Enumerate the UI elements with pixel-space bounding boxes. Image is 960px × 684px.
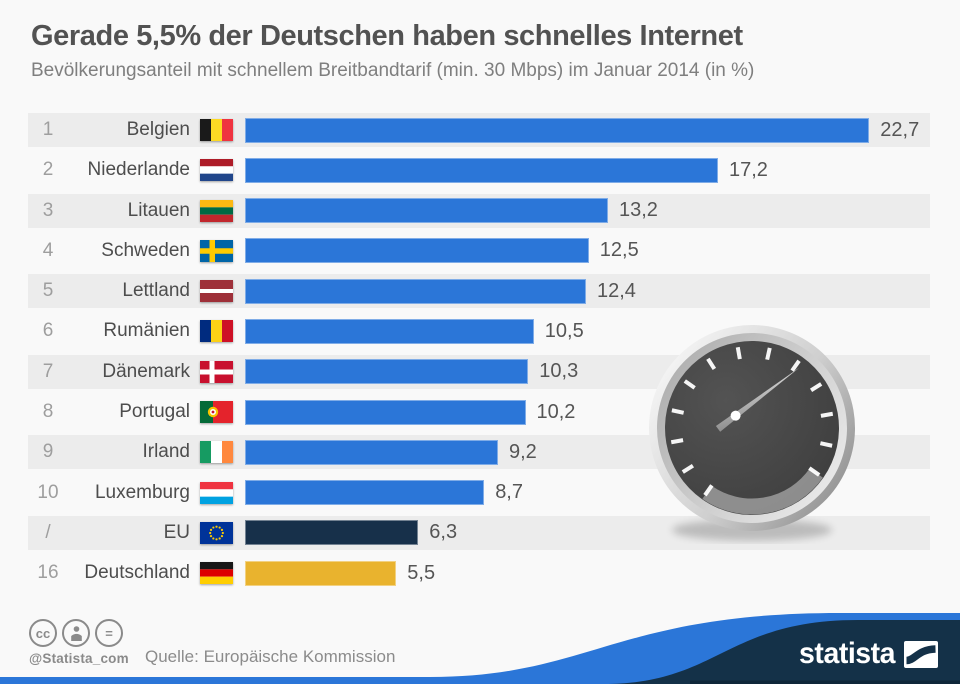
value-bar <box>245 117 870 143</box>
country-label: Niederlande <box>87 159 190 181</box>
rank-label: 9 <box>42 441 54 463</box>
rank-label: 16 <box>37 562 59 584</box>
bar-zone: 10,5 <box>245 318 930 344</box>
flag-ireland-icon <box>200 441 233 464</box>
chart-header: Gerade 5,5% der Deutschen haben schnelle… <box>31 20 754 82</box>
table-row: 1 Belgien 22,7 <box>28 113 930 147</box>
value-bar <box>245 480 485 506</box>
gauge-center-dot <box>730 410 741 421</box>
value-bar <box>245 198 608 224</box>
value-label: 10,3 <box>539 360 579 383</box>
value-bar <box>245 399 526 425</box>
value-label: 12,5 <box>599 239 639 262</box>
bar-zone: 8,7 <box>245 480 930 506</box>
footer-wave <box>0 613 960 684</box>
rank-label: 3 <box>42 199 54 221</box>
bar-zone: 12,4 <box>245 278 930 304</box>
value-bar <box>245 318 534 344</box>
country-label: Rumänien <box>103 320 190 342</box>
flag-portugal-icon <box>200 401 233 424</box>
statista-logo-text: statista <box>799 637 895 670</box>
flag-luxembourg-icon <box>200 481 233 504</box>
speedometer-icon <box>649 325 855 541</box>
statista-logo[interactable]: statista <box>794 637 938 671</box>
bar-zone: 5,5 <box>245 560 930 586</box>
page-title: Gerade 5,5% der Deutschen haben schnelle… <box>31 20 743 52</box>
value-label: 17,2 <box>729 158 768 181</box>
value-bar <box>245 278 586 304</box>
value-label: 5,5 <box>407 561 436 584</box>
statista-handle[interactable]: @Statista_com <box>29 651 129 666</box>
value-label: 22,7 <box>880 118 920 141</box>
bar-zone: 17,2 <box>245 157 930 183</box>
flag-belgium-icon <box>200 119 233 141</box>
flag-eu-icon <box>200 521 233 544</box>
country-label: Litauen <box>127 199 190 221</box>
flag-lithuania-icon <box>200 199 233 222</box>
cc-license-badges[interactable]: cc = <box>29 619 123 647</box>
value-bar <box>245 439 498 465</box>
page-subtitle: Bevölkerungsanteil mit schnellem Breitba… <box>31 60 755 81</box>
value-label: 10,2 <box>536 400 576 423</box>
rank-label: 7 <box>42 360 54 382</box>
flag-romania-icon <box>200 320 233 343</box>
rank-label: 4 <box>42 239 54 261</box>
table-row: 10 Luxemburg 8,7 <box>28 476 930 510</box>
gauge-ticks <box>670 346 834 497</box>
bar-zone: 9,2 <box>245 439 930 465</box>
flag-sweden-icon <box>200 239 233 262</box>
country-label: Belgien <box>126 119 190 140</box>
country-label: Luxemburg <box>94 481 190 503</box>
bar-zone: 6,3 <box>245 520 930 546</box>
rank-label: 1 <box>42 119 54 140</box>
value-label: 9,2 <box>509 440 537 463</box>
country-label: Portugal <box>119 401 190 423</box>
country-label: Schweden <box>101 239 190 261</box>
country-label: Lettland <box>122 280 190 302</box>
value-label: 10,5 <box>544 319 584 342</box>
attribution-person-icon[interactable] <box>62 619 90 647</box>
value-label: 13,2 <box>619 199 658 222</box>
table-row: 4 Schweden 12,5 <box>28 234 930 268</box>
rank-label: 8 <box>42 401 54 423</box>
value-label: 12,4 <box>597 279 636 302</box>
value-bar <box>245 520 419 546</box>
rank-label: 5 <box>42 280 54 302</box>
value-bar <box>245 359 529 385</box>
country-label: Dänemark <box>102 360 190 382</box>
table-row: 8 Portugal 10,2 <box>28 395 930 429</box>
flag-netherlands-icon <box>200 159 233 182</box>
rank-label: / <box>45 521 51 543</box>
value-bar <box>245 157 718 183</box>
bar-zone: 10,2 <box>245 399 930 425</box>
country-label: Irland <box>142 441 190 463</box>
source-note: Quelle: Europäische Kommission <box>145 647 396 666</box>
flag-denmark-icon <box>200 360 233 383</box>
bar-zone: 12,5 <box>245 238 930 264</box>
table-row: 6 Rumänien 10,5 <box>28 314 930 348</box>
table-row: 2 Niederlande 17,2 <box>28 153 930 187</box>
bar-zone: 10,3 <box>245 359 930 385</box>
table-row: 16 Deutschland 5,5 <box>28 556 930 590</box>
cc-icon[interactable]: cc <box>29 619 57 647</box>
value-label: 8,7 <box>495 481 523 504</box>
value-bar <box>245 560 397 586</box>
table-row: 5 Lettland 12,4 <box>28 274 930 309</box>
value-label: 6,3 <box>429 521 458 544</box>
bar-zone: 13,2 <box>245 198 930 224</box>
table-row: 3 Litauen 13,2 <box>28 193 930 228</box>
flag-germany-icon <box>200 562 233 585</box>
rank-label: 2 <box>42 159 54 181</box>
value-bar <box>245 238 589 264</box>
no-derivatives-icon[interactable]: = <box>95 619 123 647</box>
country-label: Deutschland <box>84 562 190 584</box>
rank-label: 10 <box>37 481 59 503</box>
flag-latvia-icon <box>200 280 233 303</box>
statista-logo-mark-icon <box>904 640 938 668</box>
country-label: EU <box>163 521 190 543</box>
bar-zone: 22,7 <box>245 117 930 143</box>
rank-label: 6 <box>42 320 54 342</box>
